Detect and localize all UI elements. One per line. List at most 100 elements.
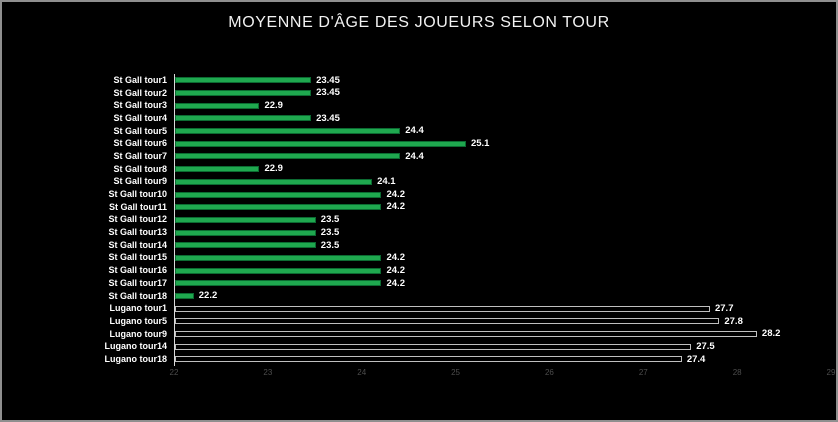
bar-track: 24.2: [174, 188, 832, 201]
bar-track: 27.5: [174, 340, 832, 354]
bar-row: Lugano tour14 27.5: [2, 340, 832, 354]
bar-row: St Gall tour14 23.5: [2, 238, 832, 252]
x-tick-label: 23: [263, 368, 273, 377]
bar-track: 23.5: [174, 213, 832, 227]
category-label: St Gall tour8: [113, 163, 167, 174]
value-label: 24.2: [386, 201, 405, 213]
st-gall-bar: [175, 153, 401, 160]
category-label: St Gall tour6: [113, 138, 167, 149]
category-label: St Gall tour16: [108, 265, 167, 276]
value-label: 24.4: [405, 125, 424, 137]
bar-track: 22.9: [174, 162, 832, 176]
category-label: St Gall tour14: [108, 239, 167, 250]
value-label: 23.5: [320, 214, 340, 226]
bar-track: 24.4: [174, 124, 832, 138]
value-label: 24.2: [386, 264, 405, 276]
st-gall-bar: [175, 254, 382, 261]
value-label: 24.2: [386, 277, 405, 289]
bar-track: 24.2: [174, 264, 832, 277]
lugano-bar: [175, 305, 710, 312]
st-gall-bar: [175, 77, 312, 84]
bar-row: Lugano tour18 27.4: [2, 353, 832, 366]
bar-track: 24.2: [174, 277, 832, 290]
bar-track: 24.2: [174, 251, 832, 265]
bar-row: St Gall tour1 23.45: [2, 74, 832, 87]
st-gall-bar: [175, 128, 401, 135]
bar-row: St Gall tour6 25.1: [2, 137, 832, 151]
value-label: 23.45: [316, 87, 340, 99]
bar-track: 28.2: [174, 327, 832, 341]
bar-row: St Gall tour12 23.5: [2, 213, 832, 227]
lugano-bar: [175, 318, 720, 325]
x-tick-label: 26: [544, 368, 554, 377]
st-gall-bar: [175, 102, 260, 109]
bar-row: St Gall tour5 24.4: [2, 124, 832, 138]
st-gall-bar: [175, 191, 382, 198]
category-label: St Gall tour13: [108, 227, 167, 238]
st-gall-bar: [175, 140, 466, 147]
value-label: 27.8: [724, 315, 743, 327]
lugano-bar: [175, 356, 682, 363]
x-tick-label: 29: [826, 368, 836, 377]
st-gall-bar: [175, 178, 373, 185]
category-label: St Gall tour7: [113, 150, 167, 161]
value-label: 24.2: [386, 252, 405, 264]
lugano-bar: [175, 343, 692, 350]
value-label: 24.4: [405, 150, 424, 162]
category-label: Lugano tour18: [104, 353, 168, 364]
bar-track: 24.1: [174, 175, 832, 189]
category-label: St Gall tour18: [108, 290, 167, 301]
bar-row: St Gall tour11 24.2: [2, 200, 832, 214]
st-gall-bar: [175, 166, 260, 173]
value-label: 23.45: [316, 112, 340, 124]
bar-row: St Gall tour13 23.5: [2, 226, 832, 239]
bar-track: 22.9: [174, 99, 832, 113]
category-label: Lugano tour5: [109, 315, 168, 326]
value-label: 27.5: [696, 341, 715, 353]
st-gall-bar: [175, 267, 382, 274]
bar-track: 23.5: [174, 238, 832, 252]
st-gall-bar: [175, 293, 194, 300]
category-label: St Gall tour9: [113, 176, 167, 187]
bar-row: St Gall tour17 24.2: [2, 277, 832, 290]
bar-row: St Gall tour16 24.2: [2, 264, 832, 277]
bar-row: St Gall tour9 24.1: [2, 175, 832, 189]
st-gall-bar: [175, 242, 316, 249]
category-label: St Gall tour15: [108, 252, 167, 263]
chart-title: MOYENNE D'ÂGE DES JOUEURS SELON TOUR: [228, 14, 610, 31]
value-label: 22.2: [198, 290, 218, 302]
category-label: St Gall tour17: [108, 277, 167, 288]
value-label: 27.7: [714, 302, 734, 314]
st-gall-bar: [175, 204, 382, 211]
category-label: St Gall tour5: [113, 125, 167, 136]
bar-row: St Gall tour2 23.45: [2, 86, 832, 100]
value-label: 22.9: [264, 163, 283, 175]
bar-track: 23.45: [174, 86, 832, 100]
bar-track: 25.1: [174, 137, 832, 151]
bar-row: St Gall tour7 24.4: [2, 150, 832, 163]
category-label: St Gall tour10: [108, 189, 167, 200]
st-gall-bar: [175, 90, 312, 97]
lugano-bar: [175, 331, 757, 338]
value-label: 23.45: [316, 74, 340, 86]
value-label: 27.4: [686, 353, 706, 365]
category-label: St Gall tour3: [113, 100, 167, 111]
bar-row: Lugano tour1 27.7: [2, 302, 832, 316]
bar-row: Lugano tour5 27.8: [2, 315, 832, 328]
bar-track: 27.8: [174, 315, 832, 328]
x-axis: 22 23 24 25 26 27 28 29: [170, 368, 836, 381]
bar-row: St Gall tour3 22.9: [2, 99, 832, 113]
bar-rows-container: St Gall tour1 23.45 St Gall tour2 23.45 St G…: [2, 74, 832, 366]
category-label: St Gall tour11: [108, 201, 167, 212]
value-label: 23.5: [320, 239, 340, 251]
value-label: 24.2: [386, 188, 405, 200]
category-label: St Gall tour12: [108, 214, 167, 225]
st-gall-bar: [175, 280, 382, 287]
value-label: 25.1: [470, 138, 490, 150]
bar-row: St Gall tour15 24.2: [2, 251, 832, 265]
bar-track: 22.2: [174, 289, 832, 303]
x-tick-label: 27: [638, 368, 648, 377]
value-label: 23.5: [320, 226, 340, 238]
category-label: St Gall tour2: [113, 87, 167, 98]
bar-row: St Gall tour18 22.2: [2, 289, 832, 303]
